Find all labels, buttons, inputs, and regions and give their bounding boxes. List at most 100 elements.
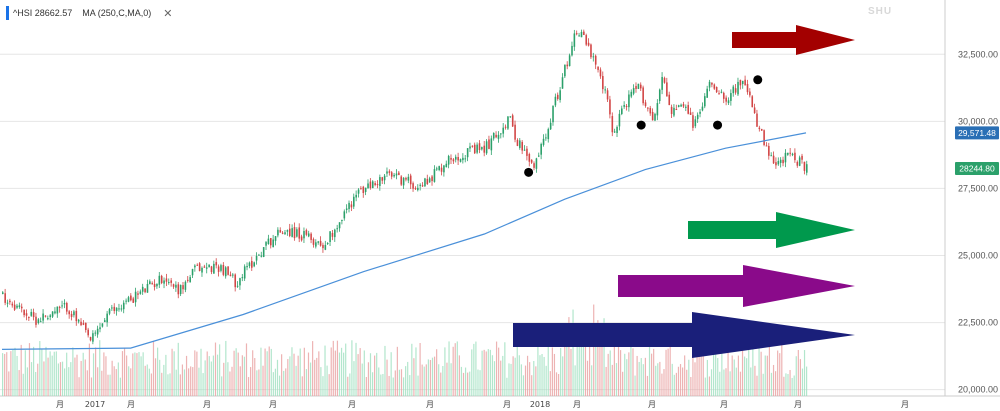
volume-bar <box>636 355 638 396</box>
volume-bar <box>68 367 70 396</box>
candle-body <box>156 283 158 287</box>
volume-bar <box>66 352 68 396</box>
volume-bar <box>510 363 512 396</box>
candle-body <box>417 187 419 191</box>
volume-bar <box>97 367 99 396</box>
candle-body <box>217 266 220 272</box>
candle-body <box>478 143 481 151</box>
volume-bar <box>307 352 310 396</box>
candle-body <box>163 280 165 284</box>
volume-bar <box>473 343 475 396</box>
candle-body <box>689 112 692 115</box>
candle-body <box>70 313 73 317</box>
volume-bar <box>799 359 801 396</box>
volume-bar <box>506 377 508 396</box>
candle-body <box>473 144 476 154</box>
candle-body <box>296 229 298 237</box>
candle-body <box>765 145 768 147</box>
volume-bar <box>498 347 500 396</box>
candle-body <box>782 159 784 164</box>
candle-body <box>611 116 614 133</box>
candle-body <box>326 242 329 244</box>
candle-body <box>267 238 270 245</box>
candle-body <box>466 148 469 158</box>
volume-bar <box>537 343 539 396</box>
volume-bar <box>86 370 88 396</box>
candle-body <box>521 141 523 151</box>
symbol-label[interactable]: ^HSI 28662.57 <box>13 8 73 18</box>
candle-body <box>324 244 327 250</box>
candle-body <box>692 115 694 128</box>
candle-body <box>30 311 33 316</box>
candle-body <box>414 188 417 190</box>
volume-bar <box>61 361 64 396</box>
volume-bar <box>357 354 359 396</box>
volume-bar <box>586 360 589 396</box>
candle-body <box>367 183 369 189</box>
volume-bar <box>760 351 762 396</box>
volume-bar <box>613 341 615 396</box>
volume-bar <box>35 371 37 396</box>
volume-bar <box>330 347 332 396</box>
candle-body <box>20 306 23 309</box>
volume-bar <box>334 350 336 396</box>
close-icon[interactable]: ✕ <box>163 7 173 20</box>
candle-body <box>51 311 54 317</box>
candle-body <box>386 171 388 174</box>
volume-bar <box>299 348 301 396</box>
volume-bar <box>136 353 138 396</box>
volume-bar <box>514 357 516 396</box>
candle-body <box>490 138 493 151</box>
volume-bar <box>475 341 477 396</box>
volume-bar <box>37 363 39 396</box>
candle-body <box>725 97 727 102</box>
ma-label[interactable]: MA (250,C,MA,0) <box>82 8 152 18</box>
volume-bar <box>237 352 239 396</box>
volume-bar <box>578 342 580 396</box>
candle-body <box>604 89 607 91</box>
candle-body <box>103 320 106 323</box>
candle-body <box>322 244 324 249</box>
candle-body <box>184 281 187 290</box>
volume-bar <box>541 354 543 396</box>
volume-bar <box>642 364 644 396</box>
volume-bar <box>731 355 733 396</box>
volume-bar <box>425 364 427 396</box>
candle-body <box>540 143 542 155</box>
candle-body <box>106 313 108 323</box>
y-tick-label: 22,500.00 <box>958 318 998 328</box>
candle-body <box>186 279 189 281</box>
candle-body <box>196 264 199 266</box>
candle-body <box>374 183 376 186</box>
candle-body <box>99 327 101 330</box>
volume-bar <box>293 353 295 396</box>
volume-bar <box>611 364 613 396</box>
volume-bar <box>562 356 564 396</box>
volume-bar <box>533 361 535 396</box>
volume-bar <box>303 347 305 396</box>
candle-body <box>160 275 163 284</box>
candle-body <box>236 285 239 287</box>
volume-bar <box>785 373 787 396</box>
volume-bar <box>363 350 365 396</box>
candle-body <box>398 172 400 176</box>
volume-bar <box>555 372 558 396</box>
volume-bar <box>591 365 593 396</box>
volume-bar <box>603 318 605 396</box>
volume-bar <box>754 365 756 396</box>
candle-body <box>310 233 312 240</box>
volume-bar <box>394 370 396 396</box>
volume-bar <box>479 370 481 396</box>
volume-bar <box>477 369 479 396</box>
candle-body <box>602 76 604 90</box>
candle-body <box>277 229 279 236</box>
volume-bar <box>295 365 297 396</box>
candle-body <box>213 263 215 274</box>
volume-bar <box>254 358 256 396</box>
volume-bar <box>278 375 281 396</box>
candle-body <box>198 263 201 271</box>
volume-bar <box>146 364 148 396</box>
candle-body <box>165 278 168 282</box>
candle-body <box>80 321 82 326</box>
